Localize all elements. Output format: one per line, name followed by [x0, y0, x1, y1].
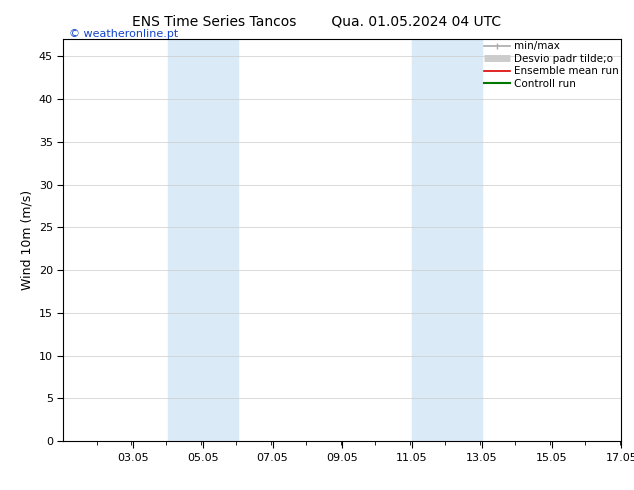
Text: © weatheronline.pt: © weatheronline.pt — [69, 29, 178, 39]
Y-axis label: Wind 10m (m/s): Wind 10m (m/s) — [20, 190, 34, 290]
Legend: min/max, Desvio padr tilde;o, Ensemble mean run, Controll run: min/max, Desvio padr tilde;o, Ensemble m… — [482, 39, 621, 91]
Bar — [412, 39, 447, 441]
Text: ENS Time Series Tancos        Qua. 01.05.2024 04 UTC: ENS Time Series Tancos Qua. 01.05.2024 0… — [133, 15, 501, 29]
Bar — [168, 39, 203, 441]
Bar — [447, 39, 482, 441]
Bar — [203, 39, 238, 441]
